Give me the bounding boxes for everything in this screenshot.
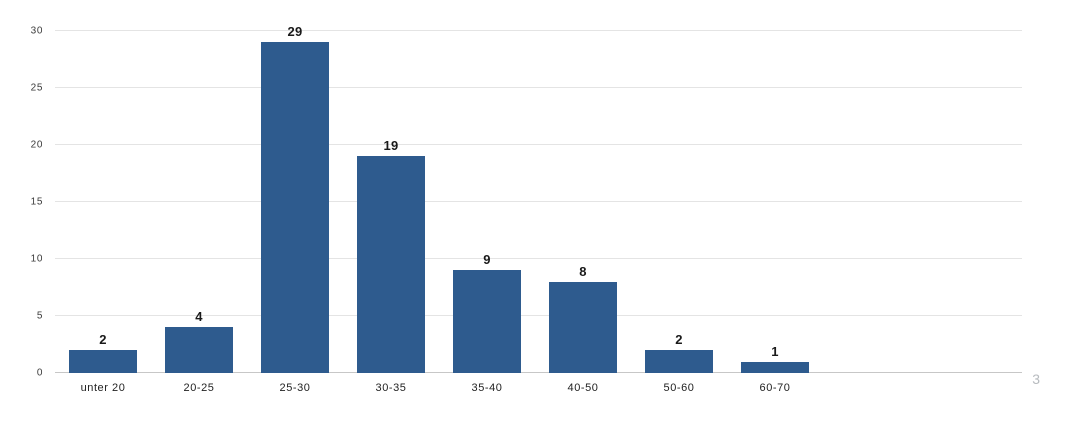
bar-value-label: 4: [195, 309, 203, 325]
bar: [357, 156, 425, 373]
bar: [741, 361, 809, 373]
bar: [261, 42, 329, 373]
y-tick-label-15: 15: [30, 196, 43, 208]
x-category-label: 35-40: [471, 382, 503, 394]
bar-column: 4 20-25: [151, 31, 247, 394]
x-category-label: 20-25: [183, 382, 215, 394]
x-category-label: 25-30: [279, 382, 311, 394]
gridline-y-30: [55, 30, 1022, 31]
y-tick-label-20: 20: [30, 139, 43, 151]
bar-value-label: 2: [99, 332, 107, 348]
bar-column: 2 unter 20: [55, 31, 151, 394]
bar-column: 1 60-70: [727, 31, 823, 394]
bar-column: 8 40-50: [535, 31, 631, 394]
y-tick-label-5: 5: [36, 310, 43, 322]
y-tick-label-25: 25: [30, 82, 43, 94]
y-tick-label-0: 0: [36, 367, 43, 379]
bar: [69, 350, 137, 373]
gridline-y-25: [55, 87, 1022, 88]
bar-value-label: 9: [483, 252, 491, 268]
x-category-label: 60-70: [759, 382, 791, 394]
x-category-label: 50-60: [663, 382, 695, 394]
y-tick-label-30: 30: [30, 25, 43, 37]
y-tick-label-10: 10: [30, 253, 43, 265]
bar-value-label: 19: [383, 138, 399, 154]
bar-value-label: 8: [579, 263, 587, 279]
bar-column: 9 35-40: [439, 31, 535, 394]
bars-container: 2 unter 20 4 20-25 29 25-30 19 30-35 9 35-40 8 40-5…: [55, 24, 823, 394]
bar-value-label: 29: [287, 24, 303, 40]
bar-column: 2 50-60: [631, 31, 727, 394]
gridline-y-10: [55, 258, 1022, 259]
bar-column: 19 30-35: [343, 31, 439, 394]
bar: [549, 281, 617, 373]
plot-area: 0 5 10 15 20 25 30 2 unter 20 4 20-25 29 25-30 19 30-3…: [31, 24, 1022, 394]
bar: [165, 327, 233, 373]
bar-column: 29 25-30: [247, 24, 343, 394]
x-category-label: 40-50: [567, 382, 599, 394]
bar-value-label: 1: [771, 343, 779, 359]
bar: [453, 270, 521, 373]
gridline-y-15: [55, 201, 1022, 202]
page-number: 3: [1032, 371, 1040, 387]
bar-value-label: 2: [675, 332, 683, 348]
x-category-label: unter 20: [80, 382, 126, 394]
gridline-y-20: [55, 144, 1022, 145]
gridline-y-5: [55, 315, 1022, 316]
x-axis-line: [55, 372, 1022, 373]
bar: [645, 350, 713, 373]
x-category-label: 30-35: [375, 382, 407, 394]
